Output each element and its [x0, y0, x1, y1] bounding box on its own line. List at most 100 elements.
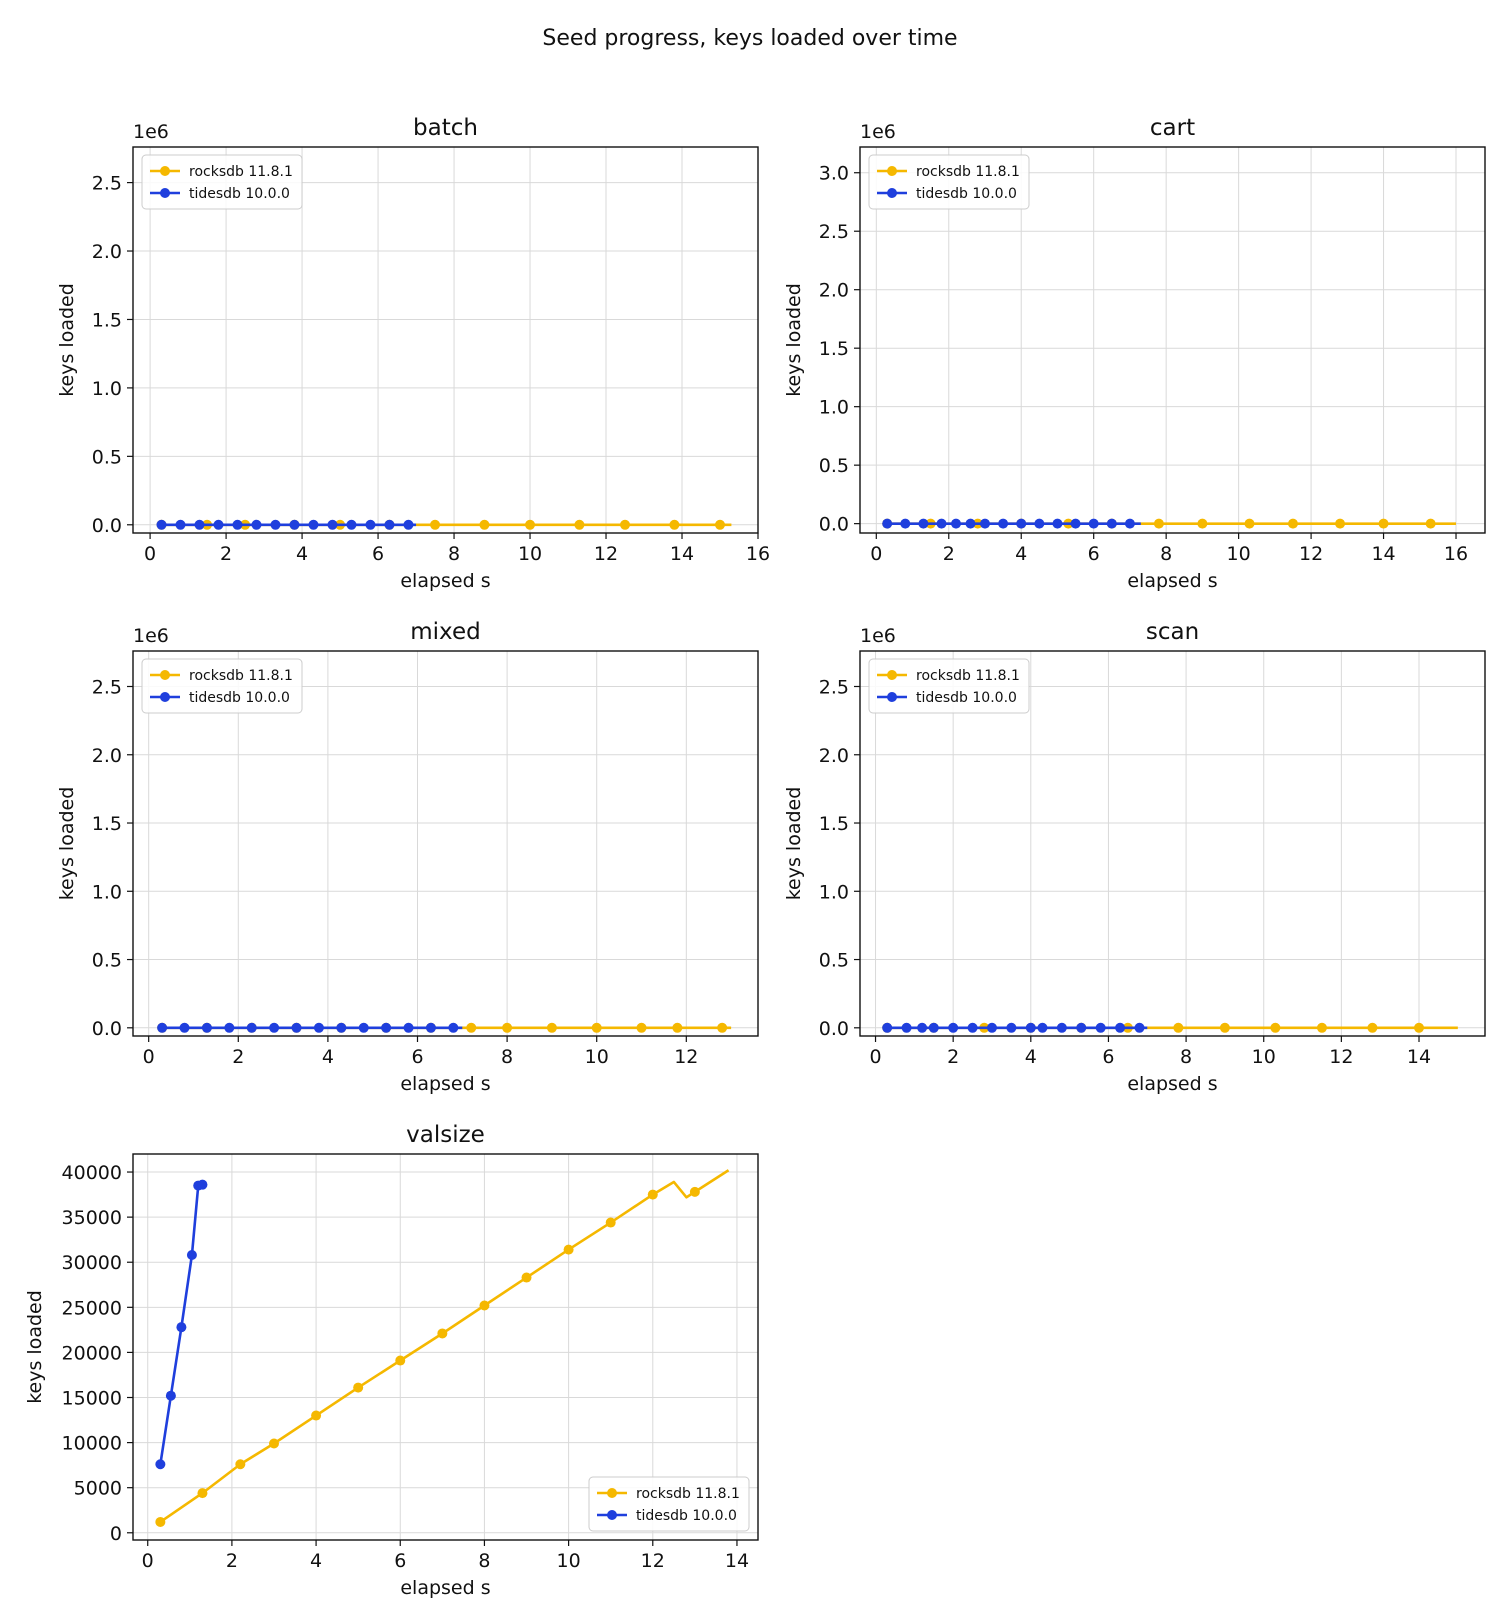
chart-title: batch	[413, 115, 478, 141]
x-tick-label: 2	[220, 543, 232, 565]
data-point-rocksdb	[1219, 1022, 1230, 1033]
data-point-tidesdb	[403, 519, 414, 530]
x-tick-label: 0	[142, 1550, 154, 1572]
axis-offset-label: 1e6	[860, 625, 896, 647]
data-point-rocksdb	[395, 1355, 406, 1366]
x-tick-label: 0	[870, 543, 882, 565]
y-tick-label: 0.5	[92, 446, 122, 468]
data-point-tidesdb	[1006, 1022, 1017, 1033]
x-axis-label: elapsed s	[1127, 570, 1217, 592]
data-point-tidesdb	[917, 1022, 928, 1033]
x-tick-label: 14	[1371, 543, 1395, 565]
data-point-tidesdb	[232, 519, 243, 530]
y-tick-label: 30000	[62, 1252, 122, 1274]
data-point-tidesdb	[176, 1322, 187, 1333]
chart-title: mixed	[410, 619, 480, 645]
data-point-rocksdb	[1425, 518, 1436, 529]
data-point-tidesdb	[336, 1022, 347, 1033]
data-point-tidesdb	[251, 519, 262, 530]
x-tick-label: 2	[226, 1550, 238, 1572]
chart-panel-batch: 0 2 4 6 8 10 12 14 16 0.0 0.5 1.0 1.5 2.0 2.5 batch 1e6 e…	[56, 115, 770, 592]
x-tick-label: 14	[725, 1550, 749, 1572]
x-tick-label: 8	[501, 1046, 513, 1068]
data-point-rocksdb	[353, 1382, 364, 1393]
y-tick-label: 1.0	[92, 881, 122, 903]
series-line-rocksdb	[159, 1169, 730, 1524]
data-point-tidesdb	[327, 519, 338, 530]
data-point-tidesdb	[175, 519, 186, 530]
data-point-tidesdb	[1037, 1022, 1048, 1033]
x-tick-label: 4	[1025, 1046, 1037, 1068]
y-tick-label: 2.0	[819, 280, 849, 302]
data-point-tidesdb	[1134, 1022, 1145, 1033]
legend-label-tidesdb: tidesdb 10.0.0	[189, 186, 290, 202]
data-point-rocksdb	[479, 519, 490, 530]
legend-label-tidesdb: tidesdb 10.0.0	[636, 1508, 737, 1524]
data-point-rocksdb	[717, 1022, 728, 1033]
y-tick-label: 0	[110, 1523, 122, 1545]
x-tick-label: 16	[1444, 543, 1468, 565]
data-point-rocksdb	[1414, 1022, 1425, 1033]
data-point-tidesdb	[1088, 518, 1099, 529]
data-point-tidesdb	[224, 1022, 235, 1033]
data-point-rocksdb	[1378, 518, 1389, 529]
x-tick-label: 14	[1407, 1046, 1431, 1068]
legend: rocksdb 11.8.1 tidesdb 10.0.0	[141, 154, 303, 210]
y-tick-label: 20000	[62, 1342, 122, 1364]
data-point-tidesdb	[213, 519, 224, 530]
data-point-tidesdb	[269, 1022, 280, 1033]
x-tick-label: 8	[478, 1550, 490, 1572]
data-point-rocksdb	[591, 1022, 602, 1033]
x-tick-label: 2	[947, 1046, 959, 1068]
data-point-rocksdb	[563, 1244, 574, 1255]
legend-box	[868, 154, 1030, 210]
axes-frame	[859, 146, 1486, 534]
x-axis-label: elapsed s	[1127, 1073, 1217, 1095]
legend-marker-tidesdb	[160, 188, 170, 198]
y-tick-label: 40000	[62, 1162, 122, 1184]
legend-marker-rocksdb	[887, 166, 897, 176]
x-tick-label: 14	[670, 543, 694, 565]
legend-marker-rocksdb	[160, 670, 170, 680]
data-point-tidesdb	[179, 1022, 190, 1033]
data-point-rocksdb	[437, 1328, 448, 1339]
data-point-tidesdb	[918, 518, 929, 529]
data-point-tidesdb	[448, 1022, 459, 1033]
data-point-rocksdb	[521, 1272, 532, 1283]
data-point-rocksdb	[546, 1022, 557, 1033]
x-tick-label: 0	[143, 1046, 155, 1068]
data-point-rocksdb	[672, 1022, 683, 1033]
data-point-rocksdb	[1287, 518, 1298, 529]
data-point-tidesdb	[998, 518, 1009, 529]
y-tick-label: 1.5	[92, 309, 122, 331]
legend-label-rocksdb: rocksdb 11.8.1	[916, 668, 1020, 684]
data-point-tidesdb	[986, 1022, 997, 1033]
legend-label-rocksdb: rocksdb 11.8.1	[636, 1486, 740, 1502]
y-tick-label: 10000	[62, 1433, 122, 1455]
chart-panel-cart: 0 2 4 6 8 10 12 14 16 0.0 0.5 1.0 1.5 2.0 2.5 3.0 cart 1e…	[783, 115, 1486, 592]
data-point-tidesdb	[1052, 518, 1063, 529]
legend: rocksdb 11.8.1 tidesdb 10.0.0	[141, 658, 303, 714]
data-point-tidesdb	[384, 519, 395, 530]
legend-label-rocksdb: rocksdb 11.8.1	[189, 668, 293, 684]
data-point-tidesdb	[936, 518, 947, 529]
x-tick-label: 4	[310, 1550, 322, 1572]
data-point-tidesdb	[1056, 1022, 1067, 1033]
legend-marker-tidesdb	[887, 188, 897, 198]
axes-frame	[132, 146, 759, 534]
figure-title: Seed progress, keys loaded over time	[542, 26, 958, 51]
x-tick-label: 4	[296, 543, 308, 565]
legend-box	[141, 658, 303, 714]
data-point-rocksdb	[1367, 1022, 1378, 1033]
x-axis-label: elapsed s	[400, 1577, 490, 1599]
data-point-rocksdb	[620, 519, 631, 530]
data-point-rocksdb	[1173, 1022, 1184, 1033]
data-point-rocksdb	[268, 1438, 279, 1449]
y-tick-label: 1.0	[92, 378, 122, 400]
data-point-tidesdb	[165, 1390, 176, 1401]
data-point-rocksdb	[479, 1300, 490, 1311]
data-point-tidesdb	[403, 1022, 414, 1033]
data-point-tidesdb	[201, 1022, 212, 1033]
